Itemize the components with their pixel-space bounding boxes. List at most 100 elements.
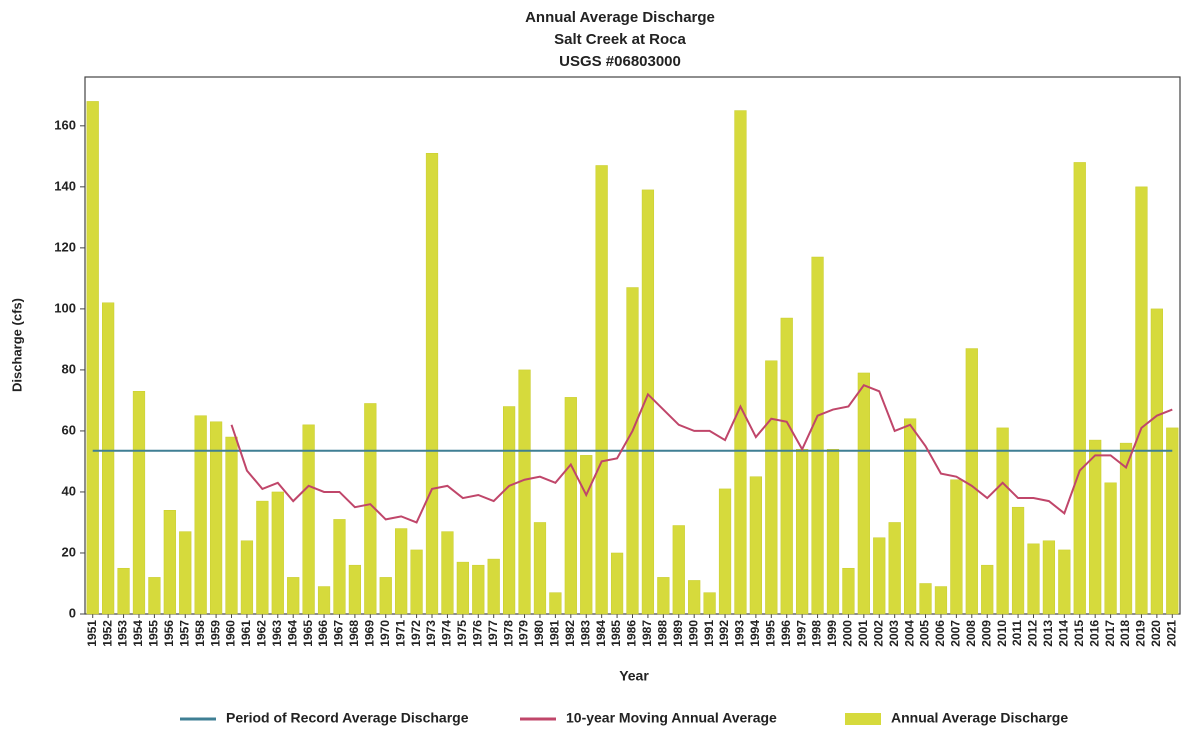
title-line: Salt Creek at Roca [554,31,686,48]
x-tick-label: 2013 [1041,620,1055,647]
x-tick-label: 2018 [1118,620,1132,647]
bar [518,369,531,615]
x-tick-label: 2020 [1149,620,1163,647]
x-tick-label: 1957 [177,620,191,647]
x-tick-label: 1979 [517,620,531,647]
legend-swatch [845,713,881,725]
bar [1011,506,1025,615]
bar [796,448,809,615]
x-tick-label: 1993 [733,620,747,647]
x-tick-label: 1989 [671,620,685,647]
x-tick-label: 1985 [609,620,623,647]
bar [503,406,516,615]
bar [842,567,855,615]
x-tick-label: 2019 [1134,620,1148,647]
bar [194,415,207,615]
bar [456,561,469,615]
x-tick-label: 2016 [1087,620,1101,647]
bar [102,302,115,615]
legend-label: Annual Average Discharge [891,710,1068,726]
x-tick-label: 1971 [393,620,407,647]
x-tick-label: 2003 [887,620,901,647]
bar [425,153,439,615]
y-tick-label: 160 [54,117,76,132]
bar [1135,186,1148,615]
bar [148,577,161,615]
x-tick-label: 1959 [208,620,222,647]
bar [395,528,408,615]
bar [487,558,500,615]
bar [225,436,238,615]
bar [240,540,254,615]
x-tick-label: 1991 [702,620,716,647]
x-tick-label: 2014 [1057,620,1071,647]
bar [209,421,223,615]
bar [179,531,192,615]
x-tick-label: 1981 [548,620,562,647]
x-tick-label: 1973 [424,620,438,647]
bar [826,448,840,615]
x-tick-label: 1984 [594,620,608,647]
bar [718,488,732,615]
x-tick-label: 2009 [979,620,993,647]
y-axis-label: Discharge (cfs) [9,298,24,392]
x-tick-label: 2004 [902,620,916,647]
bar [950,479,963,615]
x-tick-label: 1951 [85,620,99,647]
bar [641,189,655,615]
x-tick-label: 1977 [486,620,500,647]
x-tick-label: 1992 [717,620,731,647]
x-tick-label: 1980 [532,620,546,647]
x-tick-label: 1966 [316,620,330,647]
bar [348,564,362,615]
x-tick-label: 2002 [871,620,885,647]
bar [996,427,1009,615]
x-tick-label: 2015 [1072,620,1086,647]
x-tick-label: 2007 [949,620,963,647]
x-tick-label: 2010 [995,620,1009,647]
x-tick-label: 1976 [470,620,484,647]
bar [256,500,269,615]
bar [873,537,886,615]
bar [317,586,331,615]
bar [780,317,793,615]
x-tick-label: 1954 [131,620,145,647]
x-tick-label: 1988 [656,620,670,647]
x-tick-label: 1994 [748,620,762,647]
x-tick-label: 1998 [810,620,824,647]
bar [888,522,901,615]
y-tick-label: 0 [69,605,76,620]
bar [333,519,346,615]
x-tick-label: 2006 [933,620,947,647]
y-tick-label: 120 [54,239,76,254]
bar [657,577,670,615]
bar [441,531,454,615]
bar [1089,439,1102,615]
x-tick-label: 1955 [147,620,161,647]
bar [1150,308,1163,615]
x-tick-label: 2005 [918,620,932,647]
bar [1119,442,1133,615]
title-line: Annual Average Discharge [525,9,715,26]
x-tick-label: 1990 [686,620,700,647]
x-tick-label: 2000 [841,620,855,647]
bar [857,372,870,615]
x-tick-label: 1952 [100,620,114,647]
x-tick-label: 1953 [116,620,130,647]
legend-label: Period of Record Average Discharge [226,710,469,726]
bar [410,549,423,615]
bar [533,522,547,615]
x-tick-label: 1968 [347,620,361,647]
x-tick-label: 1996 [779,620,793,647]
bar [302,424,315,615]
x-tick-label: 1983 [578,620,592,647]
x-tick-label: 1974 [440,620,454,647]
x-tick-label: 1960 [224,620,238,647]
x-tick-label: 1964 [285,620,299,647]
x-tick-label: 2001 [856,620,870,647]
x-tick-label: 1956 [162,620,176,647]
x-tick-label: 2012 [1026,620,1040,647]
bar [379,577,392,615]
x-tick-label: 1975 [455,620,469,647]
